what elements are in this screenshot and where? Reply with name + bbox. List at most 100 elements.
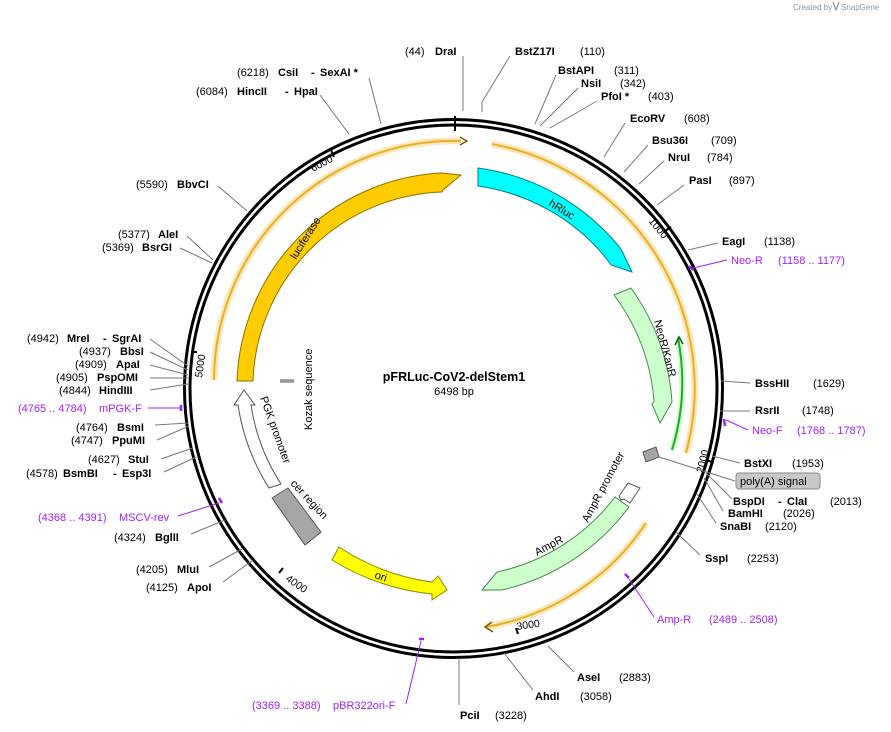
feature-ampr-promoter[interactable]	[618, 482, 641, 504]
feature-pgk-promoter[interactable]	[233, 389, 282, 489]
site-pos: (4125)	[146, 582, 178, 594]
site-name: NsiI	[581, 78, 601, 90]
site-name: AleI	[158, 229, 178, 241]
site-hincii-hpai[interactable]: (6084) HincII - HpaI	[196, 86, 350, 135]
primer-neo-f[interactable]: Neo-F (1768 .. 1787)	[722, 418, 866, 437]
site-pos: (1953)	[792, 458, 824, 470]
feature-luciferase[interactable]	[236, 172, 463, 382]
site-asei[interactable]: AseI (2883)	[547, 645, 651, 684]
polya-leader-line	[658, 456, 736, 482]
site-ecorv[interactable]: EcoRV (608)	[603, 113, 710, 158]
site-mrei-sgrai[interactable]: (4942) MreI - SgrAI	[27, 333, 189, 367]
site-apoi[interactable]: (4125) ApoI	[146, 559, 254, 594]
site-name: BstZ17I	[515, 46, 555, 58]
site-pos: (4627)	[88, 454, 120, 466]
site-name: AseI	[577, 672, 600, 684]
site-pfoi[interactable]: PfoI * (403)	[549, 91, 674, 129]
site-pasi[interactable]: PasI (897)	[656, 175, 755, 206]
feature-hrluc[interactable]	[477, 167, 633, 273]
site-pos: (1629)	[813, 378, 845, 390]
site-bsu36i[interactable]: Bsu36I (709)	[623, 135, 737, 173]
site-name: SgrAI	[112, 333, 141, 345]
site-name: ClaI	[787, 496, 807, 508]
site-name: DraI	[435, 46, 456, 58]
site-name: MluI	[177, 564, 199, 576]
site-hindiii[interactable]: (4844) HindIII	[59, 383, 189, 397]
tick-mark-1000: 1000	[646, 216, 672, 241]
site-bamhi[interactable]: BamHI (2026)	[703, 477, 815, 520]
primer-mscv-rev[interactable]: (4368 .. 4391) MSCV-rev	[38, 497, 224, 524]
site-pos: (5590)	[136, 179, 168, 191]
primer-range: (1158 .. 1177)	[778, 255, 845, 267]
snapgene-brand: SnapGene	[841, 3, 880, 12]
primer-range: (2489 .. 2508)	[709, 614, 778, 626]
plasmid-name: pFRLuc-CoV2-delStem1	[383, 370, 525, 384]
site-bstxi[interactable]: BstXI (1953)	[711, 455, 824, 470]
site-pos: (1748)	[802, 405, 834, 417]
site-name: HincII	[237, 86, 267, 98]
site-bsmbi-esp3i[interactable]: (4578) BsmBI - Esp3I	[26, 456, 197, 480]
site-alei[interactable]: (5377) AleI	[118, 229, 214, 261]
site-snabi[interactable]: SnaBI (2120)	[696, 493, 797, 533]
primer-pbr322ori-f[interactable]: (3369 .. 3388) pBR322ori-F	[252, 637, 424, 712]
primer-name: MSCV-rev	[119, 512, 170, 524]
site-bsmi[interactable]: (4764) BsmI	[76, 422, 189, 434]
primer-range: (1768 .. 1787)	[797, 425, 866, 437]
site-eagi[interactable]: EagI (1138)	[687, 236, 795, 251]
site-nsii[interactable]: NsiI (342)	[539, 78, 646, 127]
site-rsrii[interactable]: RsrII (1748)	[720, 405, 834, 417]
feature-ampr[interactable]	[480, 496, 630, 591]
site-sspi[interactable]: SspI (2253)	[675, 531, 779, 565]
site-bbsi[interactable]: (4937) BbsI	[79, 346, 189, 371]
primer-mpgk-f[interactable]: (4765 .. 4784) mPGK-F	[18, 403, 183, 415]
site-ahdi[interactable]: AhdI (3058)	[503, 652, 612, 703]
primer-amp-r[interactable]: Amp-R (2489 .. 2508)	[624, 573, 778, 626]
site-bglii[interactable]: (4324) BglII	[114, 519, 226, 544]
feature-ori[interactable]	[331, 546, 448, 601]
site-name: PpuMI	[112, 435, 145, 447]
site-pos: (5369)	[102, 242, 134, 254]
primer-neo-r[interactable]: Neo-R (1158 .. 1177)	[688, 255, 845, 271]
site-pos: (2253)	[747, 553, 779, 565]
site-csii-sexai[interactable]: (6218) CsiI - SexAI *	[237, 67, 382, 125]
site-name: Bsu36I	[652, 135, 688, 147]
site-bstz17i[interactable]: BstZ17I (110)	[481, 46, 605, 112]
site-pos: (110)	[580, 46, 605, 58]
site-pspomi[interactable]: (4905) PspOMI	[56, 372, 188, 384]
site-name-sep: -	[311, 67, 315, 79]
site-stui[interactable]: (4627) StuI	[88, 447, 194, 466]
site-name: BsmI	[117, 422, 144, 434]
site-pcii[interactable]: PciI (3228)	[458, 658, 527, 722]
site-drai[interactable]: (44) DraI	[405, 46, 464, 111]
site-name: BsmBI	[63, 468, 98, 480]
site-name: SspI	[705, 553, 728, 565]
site-nrui[interactable]: NruI (784)	[638, 152, 733, 185]
site-pos: (3058)	[580, 691, 612, 703]
site-bstapi[interactable]: BstAPI (311)	[534, 65, 639, 125]
site-name: EagI	[722, 236, 745, 248]
primer-name: mPGK-F	[99, 403, 142, 415]
site-name: PciI	[460, 710, 480, 722]
feature-neor-kanr[interactable]	[613, 287, 673, 425]
site-bsshii[interactable]: BssHII (1629)	[720, 378, 845, 390]
site-pos: (2883)	[619, 672, 651, 684]
site-bsrgi[interactable]: (5369) BsrGI	[102, 242, 213, 264]
feature-cer-region[interactable]	[271, 487, 322, 546]
orf-line-hrluc-neor	[491, 140, 699, 454]
site-pos: (784)	[707, 152, 733, 164]
site-bbvci[interactable]: (5590) BbvCI	[136, 179, 248, 212]
snapgene-logo-icon	[832, 1, 840, 12]
site-name: BsrGI	[142, 242, 172, 254]
site-bspdi-clai[interactable]: BspDI - ClaI (2013)	[705, 472, 862, 508]
polya-callout-box	[735, 472, 821, 490]
plasmid-length: 6498 bp	[434, 386, 474, 398]
feature-polya-signal-box[interactable]	[642, 446, 660, 463]
site-pos: (608)	[684, 113, 710, 125]
site-ppumi[interactable]: (4747) PpuMI	[71, 425, 190, 447]
site-mlui[interactable]: (4205) MluI	[136, 548, 243, 576]
site-name: HindIII	[99, 385, 133, 397]
primer-range: (3369 .. 3388)	[252, 700, 321, 712]
site-name: MreI	[67, 333, 90, 345]
site-apai[interactable]: (4909) ApaI	[75, 359, 189, 376]
backbone-inner-ring	[188, 123, 719, 654]
